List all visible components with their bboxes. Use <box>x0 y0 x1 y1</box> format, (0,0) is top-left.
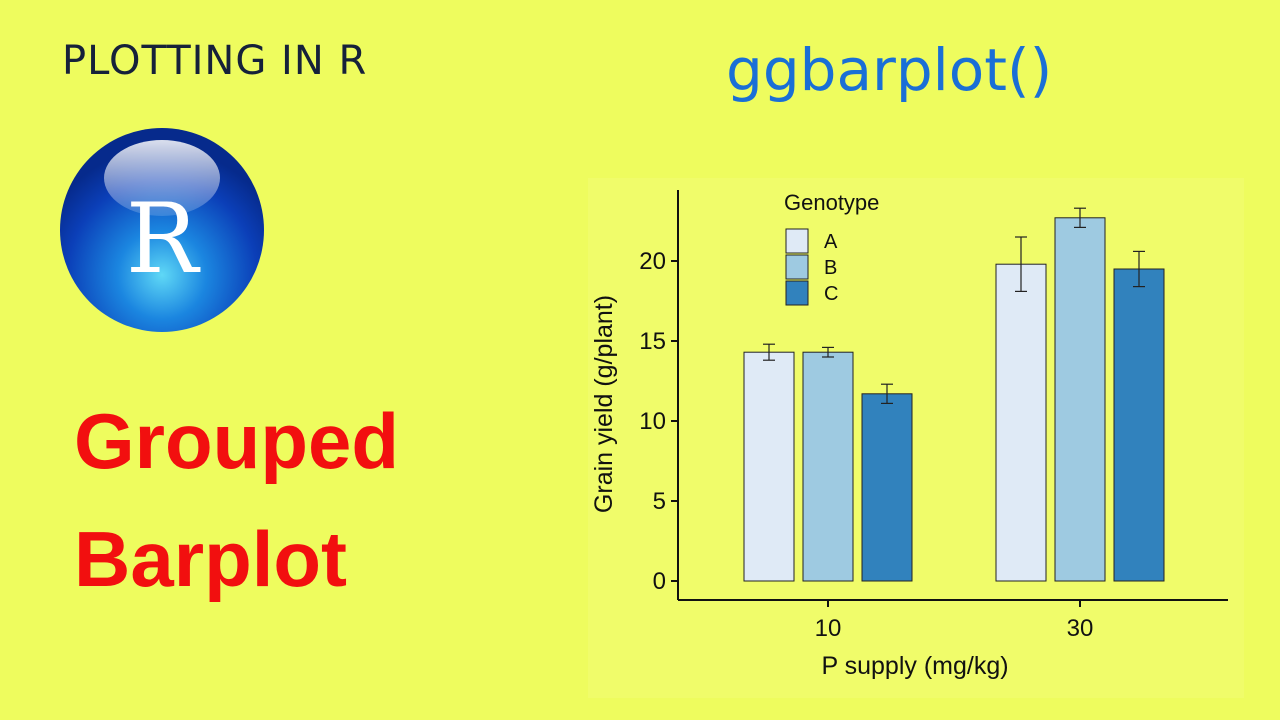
header-category-title: PLOTTING IN R <box>62 38 368 84</box>
bars-layer <box>743 217 1165 582</box>
y-axis-label: Grain yield (g/plant) <box>590 295 618 513</box>
main-title-line2: Barplot <box>74 515 347 603</box>
bar-C-10 <box>861 393 913 582</box>
main-title-line1: Grouped <box>74 397 399 485</box>
legend-label-A: A <box>824 231 838 253</box>
x-tick-label: 10 <box>815 615 842 642</box>
legend-key-B <box>785 254 809 280</box>
y-tick-label: 15 <box>639 328 666 355</box>
legend-title: Genotype <box>784 190 879 215</box>
bar-A-10 <box>743 351 795 582</box>
logo-letter: R <box>126 183 201 295</box>
y-tick-label: 0 <box>653 568 666 595</box>
x-ticks: 10 30 <box>815 600 1094 642</box>
logo-gloss <box>104 140 220 216</box>
r-logo-icon: R <box>60 128 264 332</box>
y-tick-label: 10 <box>639 408 666 435</box>
y-tick-label: 20 <box>639 248 666 275</box>
y-ticks: 0 5 10 15 20 <box>639 248 678 595</box>
bar-B-10 <box>802 351 854 582</box>
error-bars-layer <box>763 207 1145 404</box>
grouped-bar-chart: 0 5 10 15 20 10 30 P supply (mg/kg) Grain yie… <box>588 178 1244 698</box>
legend-label-B: B <box>824 257 837 279</box>
legend-label-C: C <box>824 283 838 305</box>
legend-key-A <box>785 228 809 254</box>
function-name-title: ggbarplot() <box>726 36 1053 104</box>
legend: Genotype ABC <box>784 190 879 306</box>
x-tick-label: 30 <box>1067 615 1094 642</box>
main-title: Grouped Barplot <box>74 382 399 618</box>
bar-A-30 <box>995 263 1047 582</box>
chart-svg: 0 5 10 15 20 10 30 P supply (mg/kg) Grain yie… <box>588 178 1244 698</box>
legend-key-C <box>785 280 809 306</box>
bar-C-30 <box>1113 268 1165 582</box>
y-tick-label: 5 <box>653 488 666 515</box>
bar-B-30 <box>1054 217 1106 582</box>
x-axis-label: P supply (mg/kg) <box>821 652 1008 680</box>
